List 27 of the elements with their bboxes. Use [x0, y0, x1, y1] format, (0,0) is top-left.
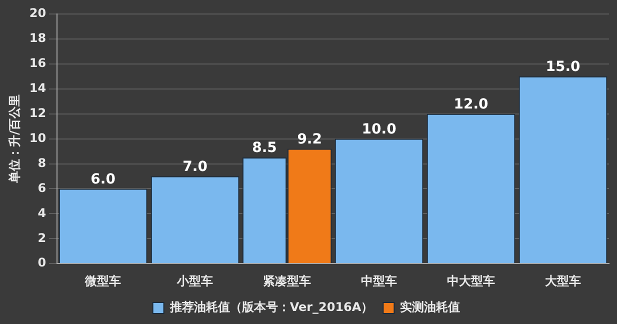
y-tick-label: 0: [38, 256, 46, 270]
y-tick-label: 18: [29, 31, 46, 46]
y-tick-label: 2: [38, 230, 46, 245]
data-label: 12.0: [454, 96, 489, 112]
data-label: 8.5: [252, 140, 277, 156]
data-label: 15.0: [546, 59, 581, 76]
y-tick-label: 6: [38, 180, 46, 195]
y-tick-label: 20: [29, 6, 46, 20]
data-label: 9.2: [297, 131, 322, 148]
data-label: 6.0: [90, 171, 116, 188]
y-tick-label: 14: [29, 81, 46, 96]
x-tick-label: 小型车: [176, 274, 214, 288]
data-label: 7.0: [182, 158, 208, 175]
x-tick-label: 中大型车: [447, 274, 496, 288]
legend-label: 实测油耗值: [400, 300, 460, 314]
y-tick-label: 10: [29, 130, 46, 145]
y-tick-label: 4: [38, 206, 46, 220]
y-tick-label: 8: [38, 156, 46, 170]
x-tick-label: 大型车: [545, 274, 582, 288]
y-tick-label: 12: [29, 106, 46, 120]
legend-label: 推荐油耗值（版本号：Ver_2016A）: [168, 300, 374, 314]
y-tick-label: 16: [29, 56, 46, 70]
x-tick-label: 微型车: [84, 274, 122, 288]
x-tick-label: 中型车: [361, 274, 398, 288]
data-label: 10.0: [362, 121, 397, 138]
y-axis-title: 单位：升/百公里: [7, 94, 22, 184]
x-tick-label: 紧凑型车: [263, 274, 312, 288]
